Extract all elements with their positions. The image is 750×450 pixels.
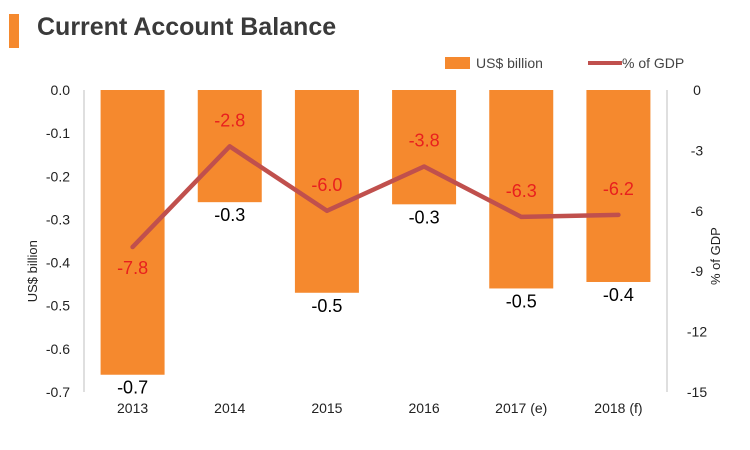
left-tick-label: 0.0 (51, 82, 71, 98)
bar-value-label: -0.5 (311, 296, 342, 316)
right-tick-label: -6 (691, 203, 704, 219)
x-tick-label: 2017 (e) (495, 400, 547, 416)
gdp-point (519, 214, 524, 219)
gdp-line (130, 144, 621, 250)
bar-value-label: -0.7 (117, 378, 148, 398)
left-tick-label: -0.1 (46, 125, 70, 141)
gdp-value-label: -6.2 (603, 179, 634, 199)
left-tick-label: -0.2 (46, 168, 70, 184)
bar-value-label: -0.3 (214, 205, 245, 225)
left-tick-label: -0.3 (46, 211, 70, 227)
bar-value-label: -0.3 (409, 207, 440, 227)
x-tick-label: 2013 (117, 400, 148, 416)
chart-title: Current Account Balance (37, 13, 337, 41)
x-tick-label: 2014 (214, 400, 245, 416)
right-tick-label: -9 (691, 263, 704, 279)
gdp-value-label: -3.8 (409, 131, 440, 151)
gdp-point (422, 164, 427, 169)
legend-label-bar: US$ billion (476, 55, 543, 71)
x-tick-label: 2018 (f) (594, 400, 642, 416)
bar-value-label: -0.4 (603, 285, 634, 305)
right-tick-label: 0 (693, 82, 701, 98)
gdp-value-label: -6.3 (506, 181, 537, 201)
right-tick-label: -15 (687, 384, 707, 400)
gdp-value-label: -7.8 (117, 258, 148, 278)
gdp-point (324, 208, 329, 213)
left-tick-label: -0.5 (46, 298, 70, 314)
left-tick-label: -0.6 (46, 341, 70, 357)
gdp-value-label: -6.0 (311, 175, 342, 195)
gdp-point (616, 212, 621, 217)
title-accent-bar (9, 14, 19, 48)
bar (586, 90, 651, 282)
bar (294, 90, 359, 293)
gdp-point (227, 144, 232, 149)
x-tick-label: 2016 (409, 400, 440, 416)
right-tick-label: -3 (691, 142, 704, 158)
right-tick-label: -12 (687, 324, 707, 340)
legend-label-line: % of GDP (622, 55, 684, 71)
bar (489, 90, 554, 289)
bar (392, 90, 457, 205)
left-tick-label: -0.7 (46, 384, 70, 400)
bar (100, 90, 165, 375)
left-axis-title: US$ billion (25, 240, 40, 302)
left-tick-label: -0.4 (46, 255, 70, 271)
x-tick-label: 2015 (311, 400, 342, 416)
gdp-point (130, 245, 135, 250)
right-axis-title: % of GDP (708, 227, 723, 285)
bar-value-label: -0.5 (506, 291, 537, 311)
legend-swatch-bar (445, 57, 470, 69)
gdp-value-label: -2.8 (214, 110, 245, 130)
